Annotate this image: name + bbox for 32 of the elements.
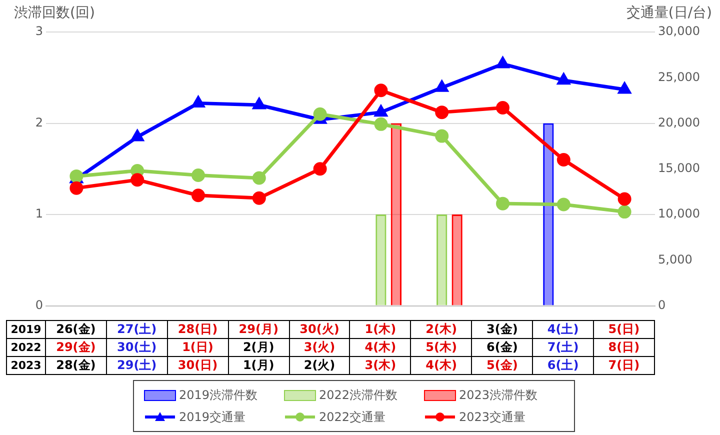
text: 2023	[6, 356, 46, 374]
category-label: 29(月) 2(月) 1(月)	[238, 322, 278, 372]
legend-label: 2023渋滞件数	[459, 386, 538, 404]
legend-label: 2022渋滞件数	[319, 386, 398, 404]
y-axis-title: 渋滞回数(回)	[14, 4, 95, 22]
text: 2022	[6, 338, 46, 356]
legend-label: 2022交通量	[319, 408, 386, 426]
legend-label: 2019渋滞件数	[179, 386, 258, 404]
y2-axis-title: 交通量(日/台)	[626, 4, 712, 22]
y2-tick-label: 25,000	[658, 70, 700, 84]
category-label: 2(木) 5(木) 4(木)	[426, 322, 457, 372]
y2-tick-label: 30,000	[658, 24, 700, 38]
y2-tick-label: 15,000	[658, 161, 700, 176]
y-tick-label: 3	[35, 24, 43, 38]
category-label: 3(金) 6(金) 5(金)	[486, 322, 518, 372]
y2-tick-label: 0	[658, 298, 666, 312]
category-label: 30(火) 3(火) 2(火)	[300, 322, 340, 372]
y2-tick-label: 5,000	[658, 252, 692, 266]
category-label: 1(木) 4(木) 3(木)	[364, 322, 396, 372]
category-label: 26(金) 29(金) 28(金)	[56, 322, 96, 372]
y-tick-label: 0	[35, 298, 43, 312]
category-label: 28(日) 1(日) 30(日)	[178, 322, 218, 372]
y2-tick-label: 10,000	[658, 206, 700, 221]
text: 2019	[6, 320, 46, 338]
category-label: 5(日) 8(日) 7(日)	[608, 322, 640, 372]
category-label: 27(土) 30(土) 29(土)	[117, 322, 157, 372]
y-tick-label: 1	[35, 206, 43, 221]
y-tick-label: 2	[35, 115, 43, 130]
legend-label: 2023交通量	[459, 408, 526, 426]
category-label: 4(土) 7(土) 6(土)	[547, 322, 579, 372]
legend-label: 2019交通量	[179, 408, 246, 426]
y2-tick-label: 20,000	[658, 115, 700, 130]
